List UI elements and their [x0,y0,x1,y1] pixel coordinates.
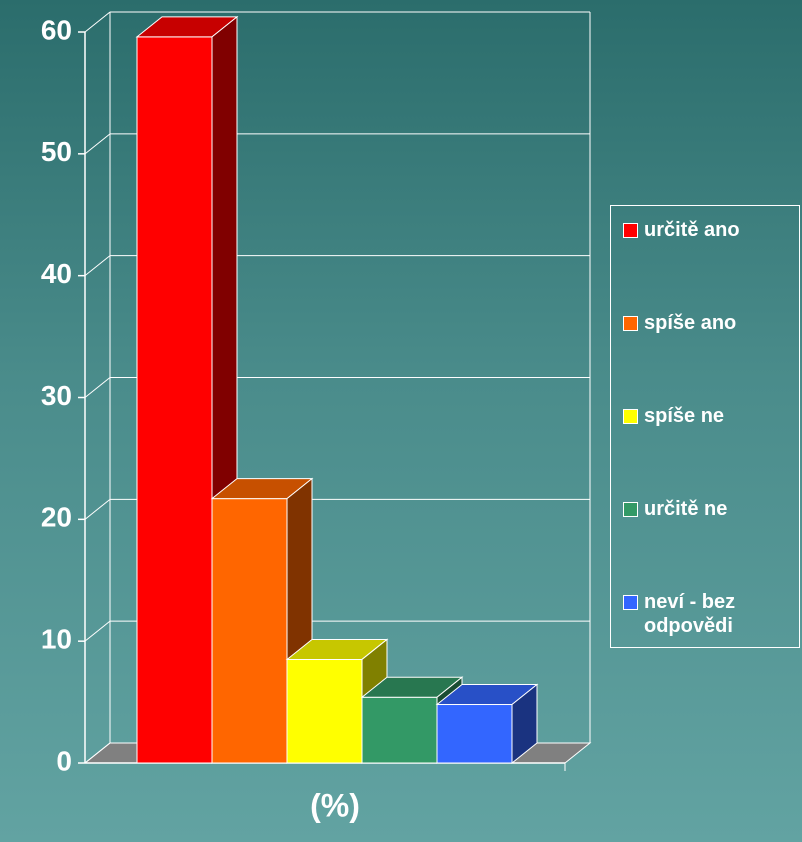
legend-item: spíše ano [623,311,799,404]
y-tick-label: 40 [41,258,72,289]
y-tick-label: 50 [41,136,72,167]
legend-item: neví - bez odpovědi [623,590,799,683]
legend-swatch [623,502,638,517]
bar [286,658,363,764]
bar [361,696,438,764]
y-tick-label: 30 [41,380,72,411]
legend-swatch [623,595,638,610]
grid-line [84,742,111,764]
legend-label: určitě ne [644,498,728,520]
legend-label: určitě ano [644,219,740,241]
legend-swatch [623,409,638,424]
y-tick-label: 20 [41,502,72,533]
legend: určitě ano spíše ano spíše ne určitě ne neví… [610,205,800,648]
grid-line [84,11,111,33]
legend-item: spíše ne [623,404,799,497]
grid-line [84,377,111,398]
grid-line [84,498,111,520]
bar [211,498,288,764]
legend-item: určitě ne [623,497,799,590]
bar-side [511,683,538,765]
y-tick-label: 0 [56,745,72,776]
bar [436,704,513,764]
grid-line [84,133,111,155]
legend-swatch [623,316,638,331]
legend-label: neví - bez odpovědi [644,591,736,637]
grid-line [84,620,111,642]
legend-item: určitě ano [623,218,799,311]
x-tick-label: (%) [310,787,360,823]
y-tick-label: 60 [41,14,72,45]
legend-swatch [623,223,638,238]
y-tick-label: 10 [41,624,72,655]
legend-label: spíše ne [644,405,725,427]
bar [136,36,213,764]
legend-label: spíše ano [644,312,737,334]
grid-line [84,255,111,277]
